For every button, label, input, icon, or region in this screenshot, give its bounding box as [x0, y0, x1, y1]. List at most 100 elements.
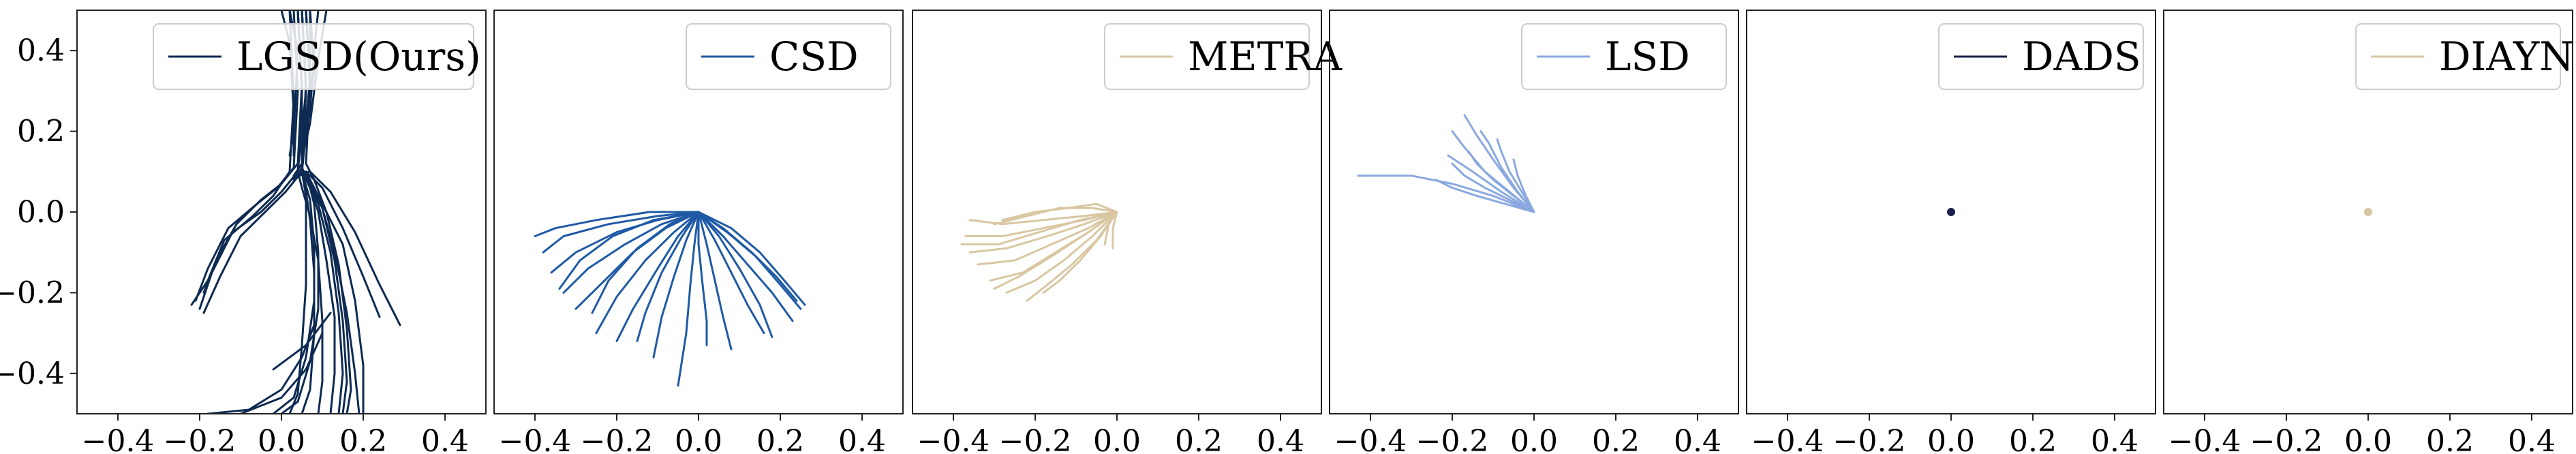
x-tick-label: 0.2 — [756, 424, 804, 454]
x-tick-label: −0.2 — [1833, 424, 1906, 454]
trajectory-8 — [296, 10, 344, 414]
trajectory-20 — [558, 211, 700, 290]
trajectory-8 — [677, 211, 700, 387]
legend: LSD — [1521, 23, 1727, 90]
x-tick-label: 0.4 — [838, 424, 886, 454]
x-tick-label: 0.0 — [258, 424, 305, 454]
x-tick-label: 0.2 — [2426, 424, 2474, 454]
trajectory-17 — [697, 211, 708, 346]
trajectory-10 — [697, 211, 765, 335]
trajectory-4 — [1479, 130, 1535, 213]
legend-label: DIAYN — [2439, 33, 2574, 80]
trajectory-19 — [206, 324, 316, 414]
legend-box — [686, 23, 891, 90]
x-tick-label: 0.4 — [421, 424, 469, 454]
x-tick-label: −0.2 — [2250, 424, 2323, 454]
trajectory-7 — [652, 211, 700, 359]
trajectory-13 — [697, 211, 798, 302]
plot-area — [1357, 114, 1535, 213]
trajectory-16 — [305, 170, 336, 414]
trajectory-12 — [993, 211, 1118, 290]
plot-area — [2364, 208, 2372, 216]
legend: METRA — [1104, 23, 1343, 90]
panel-6: −0.4 −0.2 0.0 0.2 0.4 DIAYN — [2163, 10, 2574, 454]
trajectory-8 — [1042, 211, 1118, 294]
legend-label: LGSD(Ours) — [236, 33, 481, 80]
trajectory-16 — [636, 211, 700, 342]
trajectory-21 — [272, 312, 332, 371]
trajectory-15 — [591, 211, 700, 314]
x-tick-label: −0.2 — [999, 424, 1072, 454]
panel-3: −0.4 −0.2 0.0 0.2 0.4 METRA — [912, 10, 1343, 454]
trajectory-5 — [595, 211, 700, 335]
x-tick-label: −0.4 — [499, 424, 572, 454]
trajectory-18 — [305, 170, 365, 414]
legend: DIAYN — [2355, 23, 2574, 90]
y-tick-label: −0.2 — [0, 275, 65, 310]
data-point-1 — [2364, 208, 2372, 216]
trajectory-14 — [534, 211, 700, 237]
legend-box — [1521, 23, 1727, 90]
trajectory-9 — [697, 211, 733, 350]
x-tick-label: 0.0 — [2344, 424, 2392, 454]
x-tick-label: −0.4 — [1751, 424, 1824, 454]
panel-5: −0.4 −0.2 0.0 0.2 0.4 DADS — [1746, 10, 2156, 454]
x-tick-label: −0.4 — [1334, 424, 1407, 454]
panel-2: −0.4 −0.2 0.0 0.2 0.4 CSD — [493, 10, 904, 454]
trajectory-5 — [1496, 138, 1535, 213]
trajectory-3 — [562, 211, 700, 294]
trajectory-4 — [977, 211, 1118, 266]
data-point-1 — [1947, 208, 1955, 216]
trajectory-1 — [968, 211, 1118, 226]
panel-1: −0.4 −0.2 0.0 0.2 0.4 0.4 0.2 0.0 −0.2 −0.4 LGSD(O… — [0, 10, 487, 454]
trajectory-10 — [1447, 154, 1535, 213]
trajectory-3 — [968, 211, 1118, 254]
trajectory-14 — [272, 170, 316, 414]
trajectory-1 — [542, 211, 700, 254]
trajectory-11 — [960, 211, 1118, 245]
trajectory-18 — [697, 211, 773, 338]
x-tick-label: −0.2 — [1416, 424, 1489, 454]
plot-area — [534, 211, 806, 387]
y-tick-label: 0.2 — [17, 115, 65, 149]
trajectory-9 — [1512, 158, 1535, 213]
trajectory-11 — [697, 211, 794, 322]
plot-area — [1947, 208, 1955, 216]
x-tick-label: −0.2 — [164, 424, 236, 454]
trajectory-14 — [1111, 211, 1118, 249]
legend: CSD — [686, 23, 891, 90]
x-tick-label: 0.4 — [1674, 424, 1721, 454]
trajectory-6 — [1467, 150, 1535, 213]
x-tick-label: 0.0 — [675, 424, 722, 454]
x-tick-label: 0.0 — [1927, 424, 1975, 454]
x-tick-label: 0.4 — [2508, 424, 2556, 454]
y-tick-label: 0.4 — [17, 33, 65, 68]
x-tick-label: −0.2 — [581, 424, 654, 454]
x-tick-label: −0.4 — [2168, 424, 2241, 454]
legend-box — [1104, 23, 1310, 90]
y-tick-label: 0.0 — [17, 195, 65, 230]
trajectory-6 — [615, 211, 700, 342]
legend: DADS — [1938, 23, 2144, 90]
trajectory-7 — [1451, 162, 1535, 213]
x-tick-label: 0.4 — [2091, 424, 2138, 454]
legend-label: LSD — [1605, 33, 1690, 80]
panel-4: −0.4 −0.2 0.0 0.2 0.4 LSD — [1329, 10, 1739, 454]
x-tick-label: 0.2 — [2009, 424, 2057, 454]
trajectory-15 — [280, 170, 320, 414]
legend: LGSD(Ours) — [153, 23, 481, 90]
legend-label: DADS — [2022, 33, 2141, 80]
x-tick-label: 0.4 — [1257, 424, 1304, 454]
trajectory-6 — [1005, 211, 1118, 294]
legend-label: CSD — [769, 33, 859, 80]
legend-box — [1938, 23, 2144, 90]
trajectory-10 — [1001, 202, 1118, 222]
trajectory-13 — [1103, 211, 1118, 245]
x-tick-label: −0.4 — [82, 424, 155, 454]
trajectory-17 — [305, 170, 361, 414]
x-tick-label: 0.0 — [1093, 424, 1141, 454]
y-tick-label: −0.4 — [0, 357, 65, 391]
x-tick-label: 0.2 — [1175, 424, 1223, 454]
trajectory-20 — [239, 332, 324, 414]
